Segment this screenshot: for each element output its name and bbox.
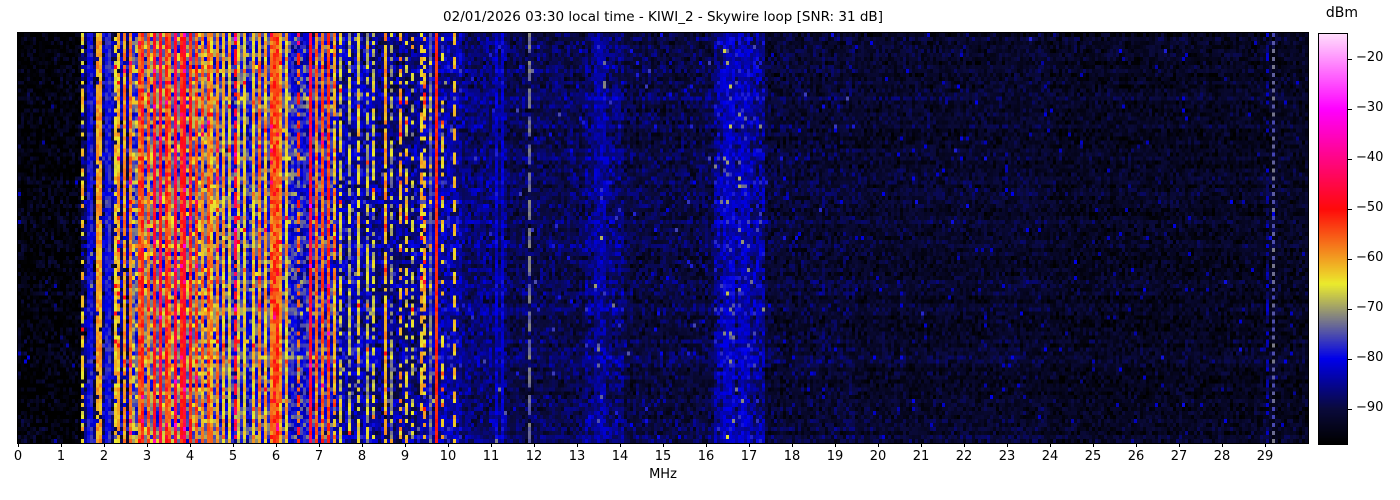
x-tick-label: 4 xyxy=(185,449,195,464)
colorbar-tick-mark xyxy=(1347,158,1352,160)
x-tick-mark xyxy=(1264,443,1266,447)
x-tick-label: 1 xyxy=(56,449,66,464)
x-tick-mark xyxy=(17,443,19,447)
colorbar-tick-label: −80 xyxy=(1356,350,1384,365)
x-tick-mark xyxy=(275,443,277,447)
colorbar-tick-label: −30 xyxy=(1356,100,1384,115)
x-tick-mark xyxy=(619,443,621,447)
x-tick-mark xyxy=(103,443,105,447)
x-axis: 0 1 2 3 4 5 6 7 8 9 10 11 12 13 14 15 16 17 18 19 20 21 22 23 24… xyxy=(14,443,1308,469)
x-tick-label: 6 xyxy=(271,449,281,464)
x-tick-label: 3 xyxy=(142,449,152,464)
x-tick-mark xyxy=(533,443,535,447)
x-tick-mark xyxy=(1178,443,1180,447)
colorbar-tick-label: −70 xyxy=(1356,300,1384,315)
x-tick-label: 13 xyxy=(568,449,586,464)
x-tick-label: 0 xyxy=(13,449,23,464)
colorbar-gradient xyxy=(1319,34,1347,444)
x-tick-mark xyxy=(920,443,922,447)
x-tick-mark xyxy=(1135,443,1137,447)
x-tick-label: 28 xyxy=(1213,449,1231,464)
x-tick-label: 9 xyxy=(400,449,410,464)
x-axis-label: MHz xyxy=(649,467,677,482)
x-tick-label: 21 xyxy=(912,449,930,464)
colorbar-tick-label: −50 xyxy=(1356,200,1384,215)
x-tick-mark xyxy=(60,443,62,447)
x-tick-label: 24 xyxy=(1041,449,1059,464)
x-tick-mark xyxy=(748,443,750,447)
x-tick-label: 27 xyxy=(1170,449,1188,464)
x-tick-mark xyxy=(662,443,664,447)
x-tick-label: 14 xyxy=(611,449,629,464)
x-tick-label: 12 xyxy=(525,449,543,464)
x-tick-label: 16 xyxy=(697,449,715,464)
x-tick-mark xyxy=(490,443,492,447)
x-tick-label: 7 xyxy=(314,449,324,464)
x-tick-mark xyxy=(791,443,793,447)
x-tick-mark xyxy=(1092,443,1094,447)
colorbar-tick-label: −40 xyxy=(1356,150,1384,165)
x-tick-mark xyxy=(232,443,234,447)
x-tick-mark xyxy=(318,443,320,447)
x-tick-mark xyxy=(361,443,363,447)
x-tick-label: 15 xyxy=(654,449,672,464)
x-tick-mark xyxy=(1221,443,1223,447)
x-tick-label: 11 xyxy=(482,449,500,464)
colorbar-tick-mark xyxy=(1347,308,1352,310)
waterfall-canvas xyxy=(18,33,1308,443)
x-tick-label: 22 xyxy=(955,449,973,464)
x-tick-mark xyxy=(447,443,449,447)
x-tick-mark xyxy=(877,443,879,447)
colorbar-ticks: −20 −30 −40 −50 −60 −70 −80 −90 xyxy=(1347,34,1399,444)
colorbar xyxy=(1318,33,1348,445)
x-tick-label: 8 xyxy=(357,449,367,464)
x-tick-label: 29 xyxy=(1256,449,1274,464)
chart-title: 02/01/2026 03:30 local time - KIWI_2 - S… xyxy=(443,9,883,25)
x-tick-mark xyxy=(1006,443,1008,447)
colorbar-tick-mark xyxy=(1347,408,1352,410)
colorbar-tick-label: −90 xyxy=(1356,400,1384,415)
x-tick-label: 23 xyxy=(998,449,1016,464)
x-tick-mark xyxy=(146,443,148,447)
plot-area xyxy=(17,32,1309,444)
colorbar-tick-mark xyxy=(1347,258,1352,260)
x-tick-label: 25 xyxy=(1084,449,1102,464)
x-tick-mark xyxy=(834,443,836,447)
x-tick-mark xyxy=(705,443,707,447)
x-tick-label: 19 xyxy=(826,449,844,464)
x-tick-mark xyxy=(576,443,578,447)
colorbar-tick-mark xyxy=(1347,358,1352,360)
x-tick-mark xyxy=(189,443,191,447)
x-tick-mark xyxy=(1049,443,1051,447)
x-tick-mark xyxy=(404,443,406,447)
colorbar-tick-label: −20 xyxy=(1356,50,1384,65)
x-tick-label: 10 xyxy=(439,449,457,464)
x-tick-label: 5 xyxy=(228,449,238,464)
colorbar-unit-label: dBm xyxy=(1325,5,1359,21)
colorbar-tick-mark xyxy=(1347,58,1352,60)
x-tick-mark xyxy=(963,443,965,447)
colorbar-tick-mark xyxy=(1347,208,1352,210)
x-tick-label: 2 xyxy=(99,449,109,464)
x-tick-label: 17 xyxy=(740,449,758,464)
x-tick-label: 18 xyxy=(783,449,801,464)
x-tick-label: 20 xyxy=(869,449,887,464)
x-tick-label: 26 xyxy=(1127,449,1145,464)
colorbar-tick-label: −60 xyxy=(1356,250,1384,265)
colorbar-tick-mark xyxy=(1347,108,1352,110)
